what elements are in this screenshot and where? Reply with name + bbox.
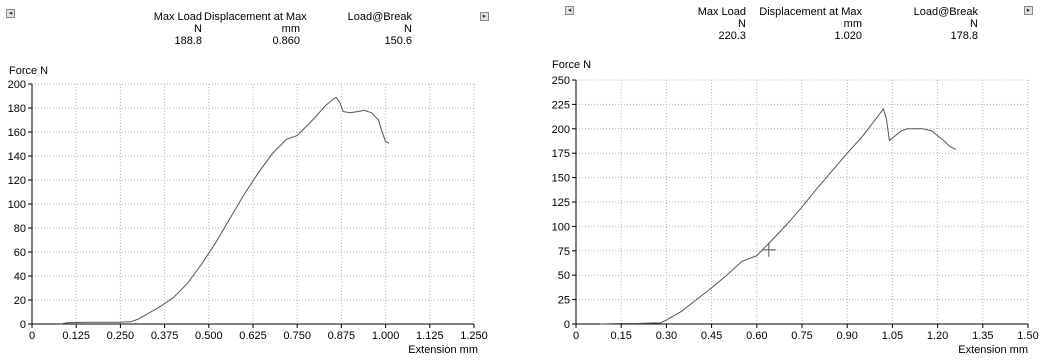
test-panel-1: ◂ ▸ Max Load N 188.8 Displacement at Max… (0, 0, 500, 361)
chevron-left-icon[interactable]: ◂ (565, 6, 574, 15)
x-tick-label: 0.15 (610, 330, 631, 342)
crosshair-marker (761, 242, 776, 257)
x-tick-label: 0.125 (62, 330, 90, 342)
y-tick-label: 25 (558, 295, 570, 307)
y-tick-label: 0 (20, 319, 26, 331)
y-tick-label: 175 (552, 148, 570, 160)
result-max-load: Max Load N 188.8 (153, 11, 202, 47)
x-tick-label: 1.35 (972, 330, 993, 342)
result-load-at-break: Load@Break N 178.8 (913, 6, 978, 42)
y-tick-label: 20 (14, 295, 26, 307)
y-tick-label: 120 (8, 175, 26, 187)
y-tick-label: 160 (8, 127, 26, 139)
result-displacement-at-max: Displacement at Max mm 1.020 (759, 6, 862, 42)
x-tick-label: 0.90 (836, 330, 857, 342)
x-axis-label: Extension mm (408, 344, 478, 356)
x-tick-label: 1.50 (1017, 330, 1038, 342)
x-tick-label: 0.45 (701, 330, 722, 342)
x-tick-label: 1.05 (882, 330, 903, 342)
y-tick-label: 80 (14, 223, 26, 235)
x-tick-label: 0 (573, 330, 579, 342)
y-tick-label: 100 (8, 199, 26, 211)
chevron-right-icon[interactable]: ▸ (1024, 6, 1033, 15)
y-tick-label: 75 (558, 246, 570, 258)
y-tick-label: 140 (8, 151, 26, 163)
y-axis-label: Force N (552, 59, 592, 71)
x-tick-label: 0.75 (791, 330, 812, 342)
y-tick-label: 180 (8, 103, 26, 115)
x-tick-label: 1.250 (460, 330, 488, 342)
x-tick-label: 0 (29, 330, 35, 342)
y-tick-label: 40 (14, 271, 26, 283)
chevron-right-icon[interactable]: ▸ (480, 12, 489, 21)
force-extension-curve (600, 107, 956, 325)
x-tick-label: 0.875 (328, 330, 356, 342)
x-tick-label: 0.500 (195, 330, 223, 342)
y-tick-label: 200 (552, 124, 570, 136)
x-tick-label: 1.125 (416, 330, 444, 342)
x-tick-label: 0.250 (107, 330, 135, 342)
y-tick-label: 150 (552, 173, 570, 185)
y-tick-label: 250 (552, 75, 570, 87)
result-max-load: Max Load N 220.3 (697, 6, 746, 42)
y-tick-label: 200 (8, 79, 26, 91)
y-tick-label: 0 (564, 319, 570, 331)
x-tick-label: 1.000 (372, 330, 400, 342)
x-tick-label: 0.60 (746, 330, 767, 342)
x-tick-label: 0.375 (151, 330, 179, 342)
x-tick-label: 1.20 (927, 330, 948, 342)
y-axis-label: Force N (9, 65, 49, 77)
force-extension-chart-2: 0 0.15 0.30 0.45 0.60 0.75 0.90 1.05 1.20 1.35 1.5… (552, 75, 1039, 342)
x-tick-label: 0.750 (283, 330, 311, 342)
x-axis-label: Extension mm (958, 344, 1028, 356)
y-tick-label: 225 (552, 99, 570, 111)
chevron-left-icon[interactable]: ◂ (6, 9, 15, 18)
test-panel-2: ◂ ▸ Max Load N 220.3 Displacement at Max… (540, 0, 1040, 361)
y-tick-label: 60 (14, 247, 26, 259)
y-tick-label: 100 (552, 221, 570, 233)
result-load-at-break: Load@Break N 150.6 (347, 11, 412, 47)
x-tick-label: 0.30 (656, 330, 677, 342)
result-displacement-at-max: Displacement at Max mm 0.860 (204, 11, 307, 47)
y-tick-label: 50 (558, 270, 570, 282)
y-tick-label: 125 (552, 197, 570, 209)
force-extension-curve (60, 96, 390, 325)
force-extension-chart-1: 0 0.125 0.250 0.375 0.500 0.625 0.750 0.875 1.00… (8, 79, 488, 342)
x-tick-label: 0.625 (239, 330, 267, 342)
